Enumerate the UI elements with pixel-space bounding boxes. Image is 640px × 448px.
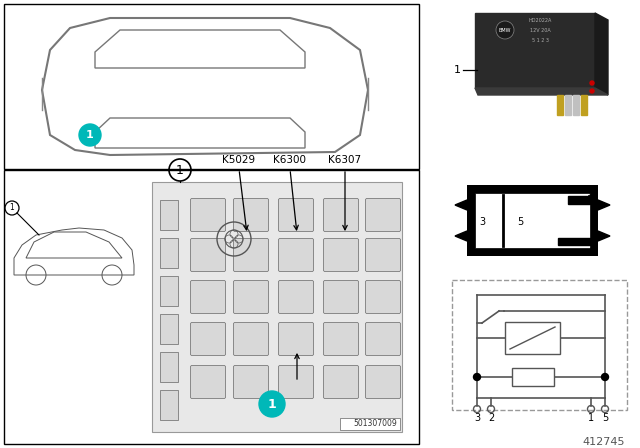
Text: 1: 1	[268, 397, 276, 410]
FancyBboxPatch shape	[191, 366, 225, 399]
Circle shape	[259, 391, 285, 417]
Bar	[581, 95, 587, 115]
Text: 2: 2	[587, 243, 593, 253]
Text: 5: 5	[517, 217, 523, 227]
Polygon shape	[455, 200, 467, 210]
FancyBboxPatch shape	[234, 366, 269, 399]
Text: K6300: K6300	[273, 155, 307, 165]
Bar	[340, 418, 400, 430]
Circle shape	[602, 374, 609, 380]
Polygon shape	[595, 13, 608, 95]
Circle shape	[496, 21, 514, 39]
Polygon shape	[475, 88, 608, 95]
FancyBboxPatch shape	[234, 280, 269, 314]
FancyBboxPatch shape	[278, 280, 314, 314]
Bar	[160, 314, 178, 344]
Bar	[452, 280, 627, 410]
Text: 412745: 412745	[582, 437, 625, 447]
Text: 1: 1	[454, 65, 461, 75]
FancyBboxPatch shape	[365, 198, 401, 232]
Polygon shape	[455, 231, 467, 241]
Bar	[557, 95, 563, 115]
FancyBboxPatch shape	[191, 280, 225, 314]
FancyBboxPatch shape	[191, 198, 225, 232]
FancyBboxPatch shape	[234, 323, 269, 356]
FancyBboxPatch shape	[234, 198, 269, 232]
Bar	[160, 352, 178, 382]
FancyBboxPatch shape	[234, 238, 269, 271]
FancyBboxPatch shape	[365, 280, 401, 314]
Polygon shape	[598, 200, 610, 210]
Text: 5: 5	[602, 413, 608, 423]
Bar	[512, 368, 554, 386]
Polygon shape	[475, 13, 595, 88]
Text: 1: 1	[587, 188, 593, 198]
Bar	[160, 276, 178, 306]
Bar	[160, 390, 178, 420]
Bar	[475, 193, 590, 248]
Bar	[160, 200, 178, 230]
FancyBboxPatch shape	[365, 366, 401, 399]
Bar	[4, 4, 419, 169]
Bar	[505, 322, 560, 354]
Text: 3: 3	[474, 413, 480, 423]
FancyBboxPatch shape	[323, 238, 358, 271]
Text: HD2022A: HD2022A	[528, 17, 552, 22]
Bar	[4, 170, 419, 444]
FancyBboxPatch shape	[365, 323, 401, 356]
Polygon shape	[598, 231, 610, 241]
Bar	[558, 238, 590, 245]
Text: BMW: BMW	[499, 27, 511, 33]
Text: 1: 1	[588, 413, 594, 423]
Text: 5 1 2 3: 5 1 2 3	[531, 38, 548, 43]
FancyBboxPatch shape	[323, 323, 358, 356]
Circle shape	[79, 124, 101, 146]
Circle shape	[590, 81, 594, 85]
Circle shape	[474, 374, 481, 380]
Text: 1: 1	[10, 203, 14, 212]
Bar	[565, 95, 571, 115]
Circle shape	[590, 89, 594, 93]
FancyBboxPatch shape	[278, 238, 314, 271]
FancyBboxPatch shape	[191, 323, 225, 356]
FancyBboxPatch shape	[191, 238, 225, 271]
Text: 1: 1	[86, 130, 94, 140]
Bar	[568, 196, 590, 204]
Text: K6307: K6307	[328, 155, 362, 165]
Bar	[573, 95, 579, 115]
FancyBboxPatch shape	[323, 198, 358, 232]
FancyBboxPatch shape	[365, 238, 401, 271]
Text: K5029: K5029	[223, 155, 255, 165]
Text: 2: 2	[488, 413, 494, 423]
Text: 501307009: 501307009	[353, 419, 397, 428]
Text: 3: 3	[479, 217, 485, 227]
FancyBboxPatch shape	[278, 323, 314, 356]
FancyBboxPatch shape	[323, 280, 358, 314]
Bar	[152, 182, 402, 432]
FancyBboxPatch shape	[278, 366, 314, 399]
Text: 1: 1	[176, 164, 184, 177]
Bar	[467, 185, 598, 256]
FancyBboxPatch shape	[323, 366, 358, 399]
Bar	[160, 238, 178, 268]
Text: 12V 20A: 12V 20A	[530, 27, 550, 33]
FancyBboxPatch shape	[278, 198, 314, 232]
